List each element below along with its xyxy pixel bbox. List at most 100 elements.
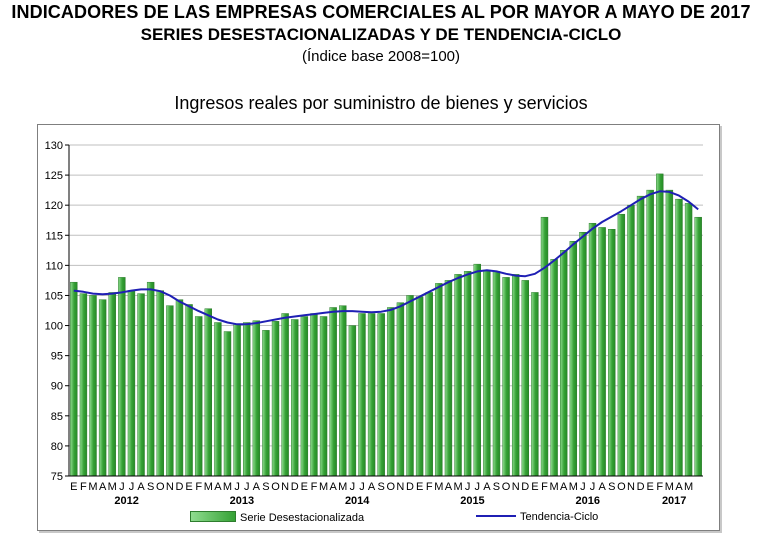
x-tick-label: A <box>329 481 337 493</box>
year-label: 2013 <box>230 495 254 507</box>
x-tick-label: J <box>580 481 586 493</box>
bar <box>560 250 568 477</box>
x-tick-label: F <box>426 481 433 493</box>
bar <box>569 241 578 477</box>
bar <box>70 281 78 477</box>
y-tick-label: 115 <box>45 230 63 242</box>
bar <box>415 296 424 477</box>
x-tick-label: A <box>560 481 568 493</box>
bar <box>550 259 558 477</box>
x-tick-label: E <box>646 481 653 493</box>
bar <box>627 204 635 477</box>
x-tick-label: O <box>617 481 626 493</box>
bar <box>291 319 299 477</box>
bar <box>204 308 212 477</box>
x-tick-label: N <box>166 481 174 493</box>
y-tick-label: 90 <box>51 381 63 393</box>
x-tick-label: S <box>147 481 154 493</box>
bar <box>98 299 107 477</box>
bar <box>579 232 587 477</box>
x-tick-label: O <box>502 481 511 493</box>
bar <box>454 274 462 477</box>
bar <box>348 325 357 477</box>
x-tick-label: J <box>359 481 365 493</box>
report-subtitle: SERIES DESESTACIONALIZADAS Y DE TENDENCI… <box>140 25 622 44</box>
legend-item-bars: Serie Desestacionalizada <box>190 511 364 524</box>
x-tick-label: J <box>475 481 481 493</box>
x-tick-label: F <box>80 481 87 493</box>
bar <box>684 203 693 477</box>
x-tick-label: A <box>253 481 261 493</box>
x-tick-label: J <box>119 481 125 493</box>
x-tick-label: D <box>291 481 299 493</box>
bar <box>146 281 155 477</box>
bar <box>358 313 366 477</box>
y-tick-label: 80 <box>51 441 63 453</box>
x-tick-label: A <box>445 481 453 493</box>
x-tick-label: O <box>156 481 165 493</box>
x-tick-label: A <box>598 481 606 493</box>
x-tick-label: M <box>88 481 97 493</box>
x-tick-label: D <box>406 481 414 493</box>
x-tick-label: F <box>656 481 663 493</box>
x-tick-label: D <box>521 481 529 493</box>
x-tick-label: M <box>223 481 232 493</box>
bar <box>598 227 606 477</box>
bar <box>243 322 251 477</box>
x-tick-label: J <box>234 481 240 493</box>
x-tick-label: F <box>195 481 202 493</box>
legend-label-bars: Serie Desestacionalizada <box>240 512 365 524</box>
bar <box>463 271 472 477</box>
bar <box>281 313 289 477</box>
x-tick-label: M <box>319 481 328 493</box>
bar <box>79 293 88 477</box>
x-tick-label: O <box>271 481 280 493</box>
bar <box>665 189 674 477</box>
y-tick-label: 75 <box>51 471 63 483</box>
x-tick-label: N <box>627 481 635 493</box>
bar <box>127 290 136 477</box>
x-tick-label: D <box>637 481 645 493</box>
bar <box>473 263 481 477</box>
bar <box>588 222 597 477</box>
bar <box>329 307 337 477</box>
x-tick-label: J <box>350 481 356 493</box>
bar <box>531 292 539 477</box>
x-tick-label: A <box>368 481 376 493</box>
bar <box>540 216 549 477</box>
report-title: INDICADORES DE LAS EMPRESAS COMERCIALES … <box>11 2 751 22</box>
bar <box>521 280 529 477</box>
bar <box>194 316 203 477</box>
bar <box>166 305 174 477</box>
year-label: 2016 <box>575 495 599 507</box>
bar <box>425 292 433 477</box>
x-tick-label: A <box>214 481 222 493</box>
bar <box>502 277 510 477</box>
bar <box>310 313 318 477</box>
x-tick-label: N <box>281 481 289 493</box>
bar <box>156 290 164 477</box>
x-tick-label: F <box>311 481 318 493</box>
x-tick-label: M <box>108 481 117 493</box>
x-tick-label: A <box>483 481 491 493</box>
bar <box>483 269 491 477</box>
bar <box>262 330 270 477</box>
bar <box>271 321 280 477</box>
bar <box>387 307 395 477</box>
bar <box>675 198 683 477</box>
bar <box>214 322 222 477</box>
bar <box>223 331 232 477</box>
bar <box>511 274 520 477</box>
legend-swatch-bars <box>190 511 236 522</box>
bar <box>108 292 116 477</box>
x-tick-label: J <box>244 481 250 493</box>
x-tick-label: M <box>453 481 462 493</box>
x-tick-label: M <box>434 481 443 493</box>
bar <box>175 299 184 477</box>
bar <box>492 271 501 477</box>
bar <box>656 173 664 477</box>
bar <box>118 277 126 477</box>
x-tick-label: F <box>541 481 548 493</box>
y-tick-label: 105 <box>45 290 63 302</box>
